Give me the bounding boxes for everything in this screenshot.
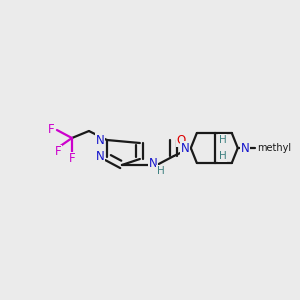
Text: F: F xyxy=(55,146,61,158)
Text: F: F xyxy=(69,152,75,166)
Text: N: N xyxy=(95,151,104,164)
Text: F: F xyxy=(48,122,54,136)
Text: N: N xyxy=(181,142,189,154)
Text: N: N xyxy=(240,142,249,154)
Text: O: O xyxy=(176,134,185,146)
Text: H: H xyxy=(157,166,165,176)
Text: H: H xyxy=(219,135,227,145)
Text: H: H xyxy=(219,151,227,161)
Text: N: N xyxy=(95,134,104,146)
Text: N: N xyxy=(148,158,157,170)
Text: methyl: methyl xyxy=(257,143,291,153)
